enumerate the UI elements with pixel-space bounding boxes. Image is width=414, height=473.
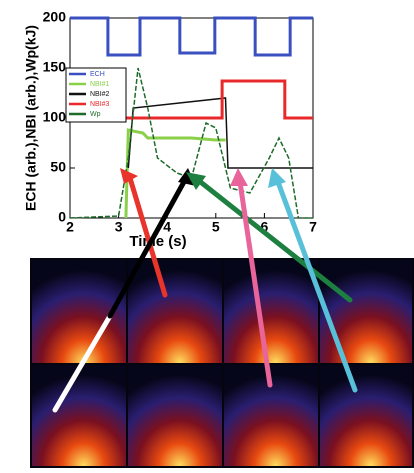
image-panel xyxy=(32,365,126,466)
arrowhead xyxy=(268,168,286,188)
image-grid xyxy=(30,258,414,468)
image-panel xyxy=(128,260,222,363)
y-tick-label: 200 xyxy=(43,9,67,25)
y-axis-label: ECH (arb.),NBI (arb.),Wp(kJ) xyxy=(23,25,39,211)
y-tick-label: 0 xyxy=(58,209,66,225)
image-panel xyxy=(320,365,412,466)
figure: 050100150200234567 Time (s) ECH (arb.),N… xyxy=(0,0,414,468)
image-panel xyxy=(320,260,412,363)
x-tick-label: 3 xyxy=(115,219,123,235)
y-tick-label: 100 xyxy=(43,109,67,125)
legend: ECH NBI#1 NBI#2 NBI#3 Wp xyxy=(66,68,126,122)
series-line xyxy=(70,18,313,55)
x-tick-label: 5 xyxy=(212,219,220,235)
x-axis-label: Time (s) xyxy=(129,233,186,250)
x-tick-label: 2 xyxy=(66,219,74,235)
legend-label: ECH xyxy=(90,71,105,78)
legend-label: NBI#2 xyxy=(90,91,110,98)
legend-label: NBI#3 xyxy=(90,101,110,108)
series-line xyxy=(126,130,226,218)
legend-label: Wp xyxy=(90,111,101,118)
x-tick-label: 7 xyxy=(309,219,317,235)
y-tick-label: 150 xyxy=(43,59,67,75)
arrowhead xyxy=(230,168,248,186)
y-tick-label: 50 xyxy=(50,159,66,175)
image-panel xyxy=(128,365,222,466)
legend-label: NBI#1 xyxy=(90,81,110,88)
image-panel xyxy=(224,260,318,363)
